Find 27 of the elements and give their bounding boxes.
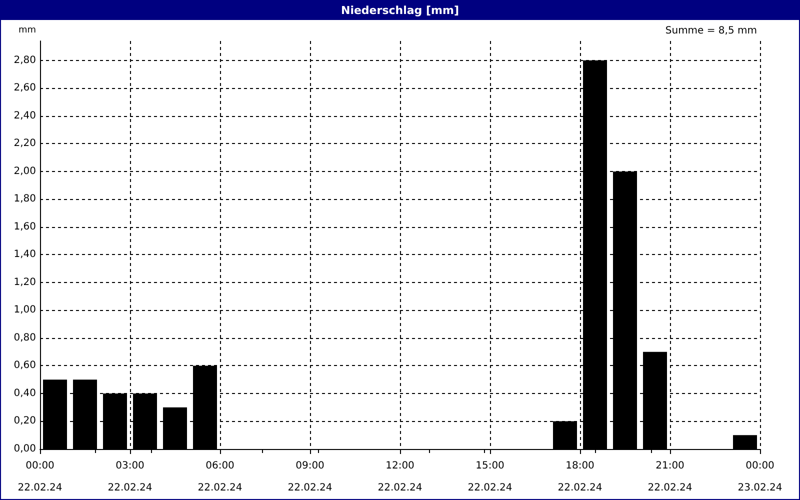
text: Summe = 8,5 mm: [665, 26, 758, 36]
x-tick-label: 03:00 22.02.24: [108, 460, 152, 494]
y-tick-label: 0,60: [14, 360, 36, 372]
chart-title: Niederschlag [mm]: [1, 1, 799, 20]
y-tick-label: 0,20: [14, 416, 36, 427]
y-tick-label: 1,40: [14, 249, 36, 260]
y-tick-label: 1,00: [14, 304, 36, 316]
y-tick-label: 0,40: [14, 388, 36, 399]
x-tick-label: 00:00 23.02.24: [738, 460, 782, 494]
y-tick-label: 1,80: [14, 194, 36, 205]
y-tick-label: 2,80: [14, 54, 36, 66]
y-tick-label: 2,60: [14, 82, 36, 94]
y-axis-title: mm: [18, 26, 36, 36]
x-tick-label: 06:00 22.02.24: [198, 460, 242, 494]
x-tick-label: 18:00 22.02.24: [558, 460, 602, 494]
y-tick-label: 2,20: [14, 138, 36, 150]
y-tick-label: 1,60: [14, 221, 36, 232]
y-tick-label: 1,20: [14, 276, 36, 288]
x-tick-label: 09:00 22.02.24: [288, 460, 332, 494]
x-tick-label: 15:00 22.02.24: [468, 460, 512, 494]
y-tick-label: 2,00: [14, 166, 36, 177]
x-tick-label: 21:00 22.02.24: [648, 460, 692, 494]
x-tick-label: 00:00 22.02.24: [18, 460, 62, 494]
y-tick-label: 0,00: [14, 444, 36, 454]
x-tick-label: 12:00 22.02.24: [378, 460, 422, 494]
y-tick-label: 0,80: [14, 332, 36, 344]
y-tick-label: 2,40: [14, 110, 36, 122]
